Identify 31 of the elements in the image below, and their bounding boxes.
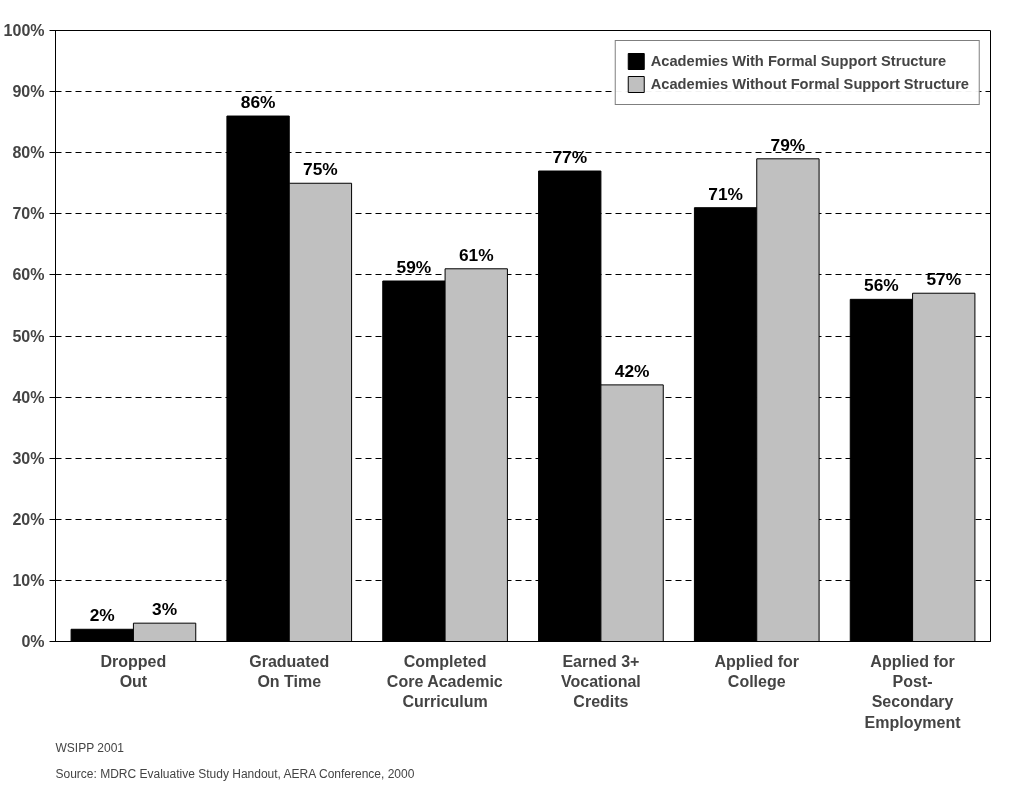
- legend-label: Academies With Formal Support Structure: [650, 53, 947, 69]
- data-label: 3%: [152, 599, 178, 620]
- data-label: 2%: [89, 605, 115, 626]
- y-tick-label: 50%: [12, 327, 45, 345]
- data-label: 59%: [396, 257, 432, 278]
- x-tick-label: Graduated On Time: [249, 652, 330, 690]
- x-tick-label: Dropped Out: [100, 652, 167, 690]
- text: WSIPP 2001: [55, 740, 125, 755]
- data-label: 79%: [770, 134, 806, 155]
- y-tick-label: 40%: [12, 388, 45, 406]
- legend-label: Academies Without Formal Support Structure: [650, 76, 969, 92]
- y-tick-label: 10%: [12, 571, 45, 589]
- data-label: 86%: [240, 92, 276, 113]
- y-tick-label: 70%: [12, 205, 45, 223]
- x-tick-label: Earned 3+ Vocational Credits: [561, 652, 641, 711]
- y-tick-label: 60%: [12, 266, 45, 284]
- y-tick-label: 80%: [12, 144, 45, 162]
- x-tick-label: Applied for College: [714, 652, 799, 690]
- source-note: Source: MDRC Evaluative Study Handout, AERA Conference, 2000: [55, 766, 415, 781]
- data-label: 42%: [614, 360, 650, 381]
- data-label: 75%: [303, 159, 338, 180]
- y-tick-label: 30%: [12, 449, 45, 467]
- data-label: 71%: [708, 183, 743, 204]
- data-label: 56%: [864, 275, 899, 296]
- x-tick-label: Completed Core Academic Curriculum: [386, 652, 503, 711]
- x-tick-label: Applied for Post- Secondary Employment: [864, 652, 962, 731]
- y-tick-label: 20%: [12, 510, 45, 528]
- data-label: 61%: [458, 244, 494, 265]
- y-tick-label: 100%: [3, 22, 45, 39]
- y-tick-label: 0%: [21, 633, 45, 650]
- y-tick-label: 90%: [12, 83, 45, 101]
